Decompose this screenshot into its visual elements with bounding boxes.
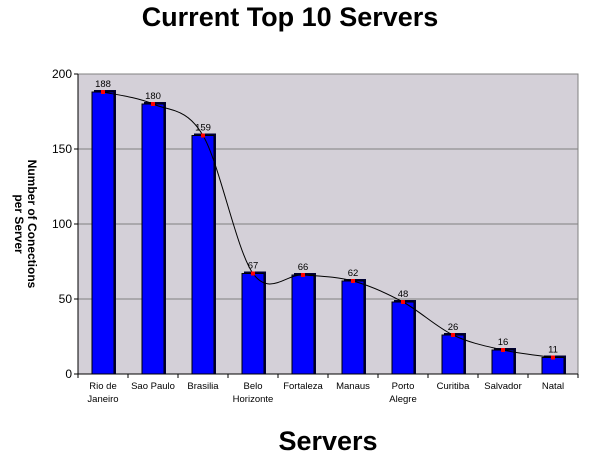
trend-marker — [251, 272, 255, 276]
data-label: 159 — [195, 123, 211, 134]
x-tick-label: Janeiro — [87, 394, 118, 405]
bar — [492, 350, 514, 374]
y-tick-label: 100 — [52, 217, 72, 231]
data-label: 16 — [498, 337, 509, 348]
data-label: 180 — [145, 91, 161, 102]
x-axis: Rio de Janeiro Sao Paulo Brasilia Belo Horizo… — [78, 374, 578, 405]
bar — [92, 92, 114, 374]
x-tick-label: Brasilia — [187, 381, 219, 392]
trend-marker — [301, 273, 305, 277]
bar — [142, 104, 164, 374]
data-label: 11 — [548, 345, 558, 356]
data-label: 26 — [448, 322, 459, 333]
x-tick-label: Curitiba — [437, 381, 470, 392]
trend-marker — [501, 348, 505, 352]
bar — [392, 302, 414, 374]
trend-marker — [401, 300, 405, 304]
x-tick-label: Salvador — [484, 381, 522, 392]
x-axis-title: Servers — [278, 426, 377, 456]
x-tick-label: Fortaleza — [283, 381, 323, 392]
x-tick-label: Natal — [542, 381, 564, 392]
y-axis-title-line-1: Number of Conections — [25, 160, 39, 289]
x-tick-label: Belo — [243, 381, 262, 392]
trend-marker — [551, 356, 555, 360]
data-label: 62 — [348, 268, 359, 279]
x-tick-label: Porto — [392, 381, 415, 392]
x-tick-label: Manaus — [336, 381, 370, 392]
bar — [292, 275, 314, 374]
y-axis-title: Number of Conections per Server — [12, 160, 39, 289]
data-label: 67 — [248, 261, 259, 272]
chart-title: Current Top 10 Servers — [142, 2, 439, 32]
x-tick-label: Alegre — [389, 394, 416, 405]
x-tick-label: Horizonte — [233, 394, 274, 405]
y-tick-label: 150 — [52, 142, 72, 156]
y-tick-label: 0 — [65, 367, 72, 381]
data-label: 48 — [398, 289, 409, 300]
bar — [342, 281, 364, 374]
x-tick-label: Sao Paulo — [131, 381, 175, 392]
data-label: 66 — [298, 262, 309, 273]
trend-marker — [101, 90, 105, 94]
trend-marker — [151, 102, 155, 106]
y-tick-label: 50 — [59, 292, 73, 306]
y-axis: 0 50 100 150 200 — [52, 67, 78, 381]
data-label: 188 — [95, 79, 111, 90]
x-tick-label: Rio de — [89, 381, 116, 392]
y-tick-label: 200 — [52, 67, 72, 81]
trend-marker — [201, 134, 205, 138]
bar — [192, 136, 214, 375]
y-axis-title-line-2: per Server — [12, 194, 26, 254]
bar — [542, 358, 564, 375]
trend-marker — [451, 333, 455, 337]
trend-marker — [351, 279, 355, 283]
bar — [242, 274, 264, 375]
bar — [442, 335, 464, 374]
